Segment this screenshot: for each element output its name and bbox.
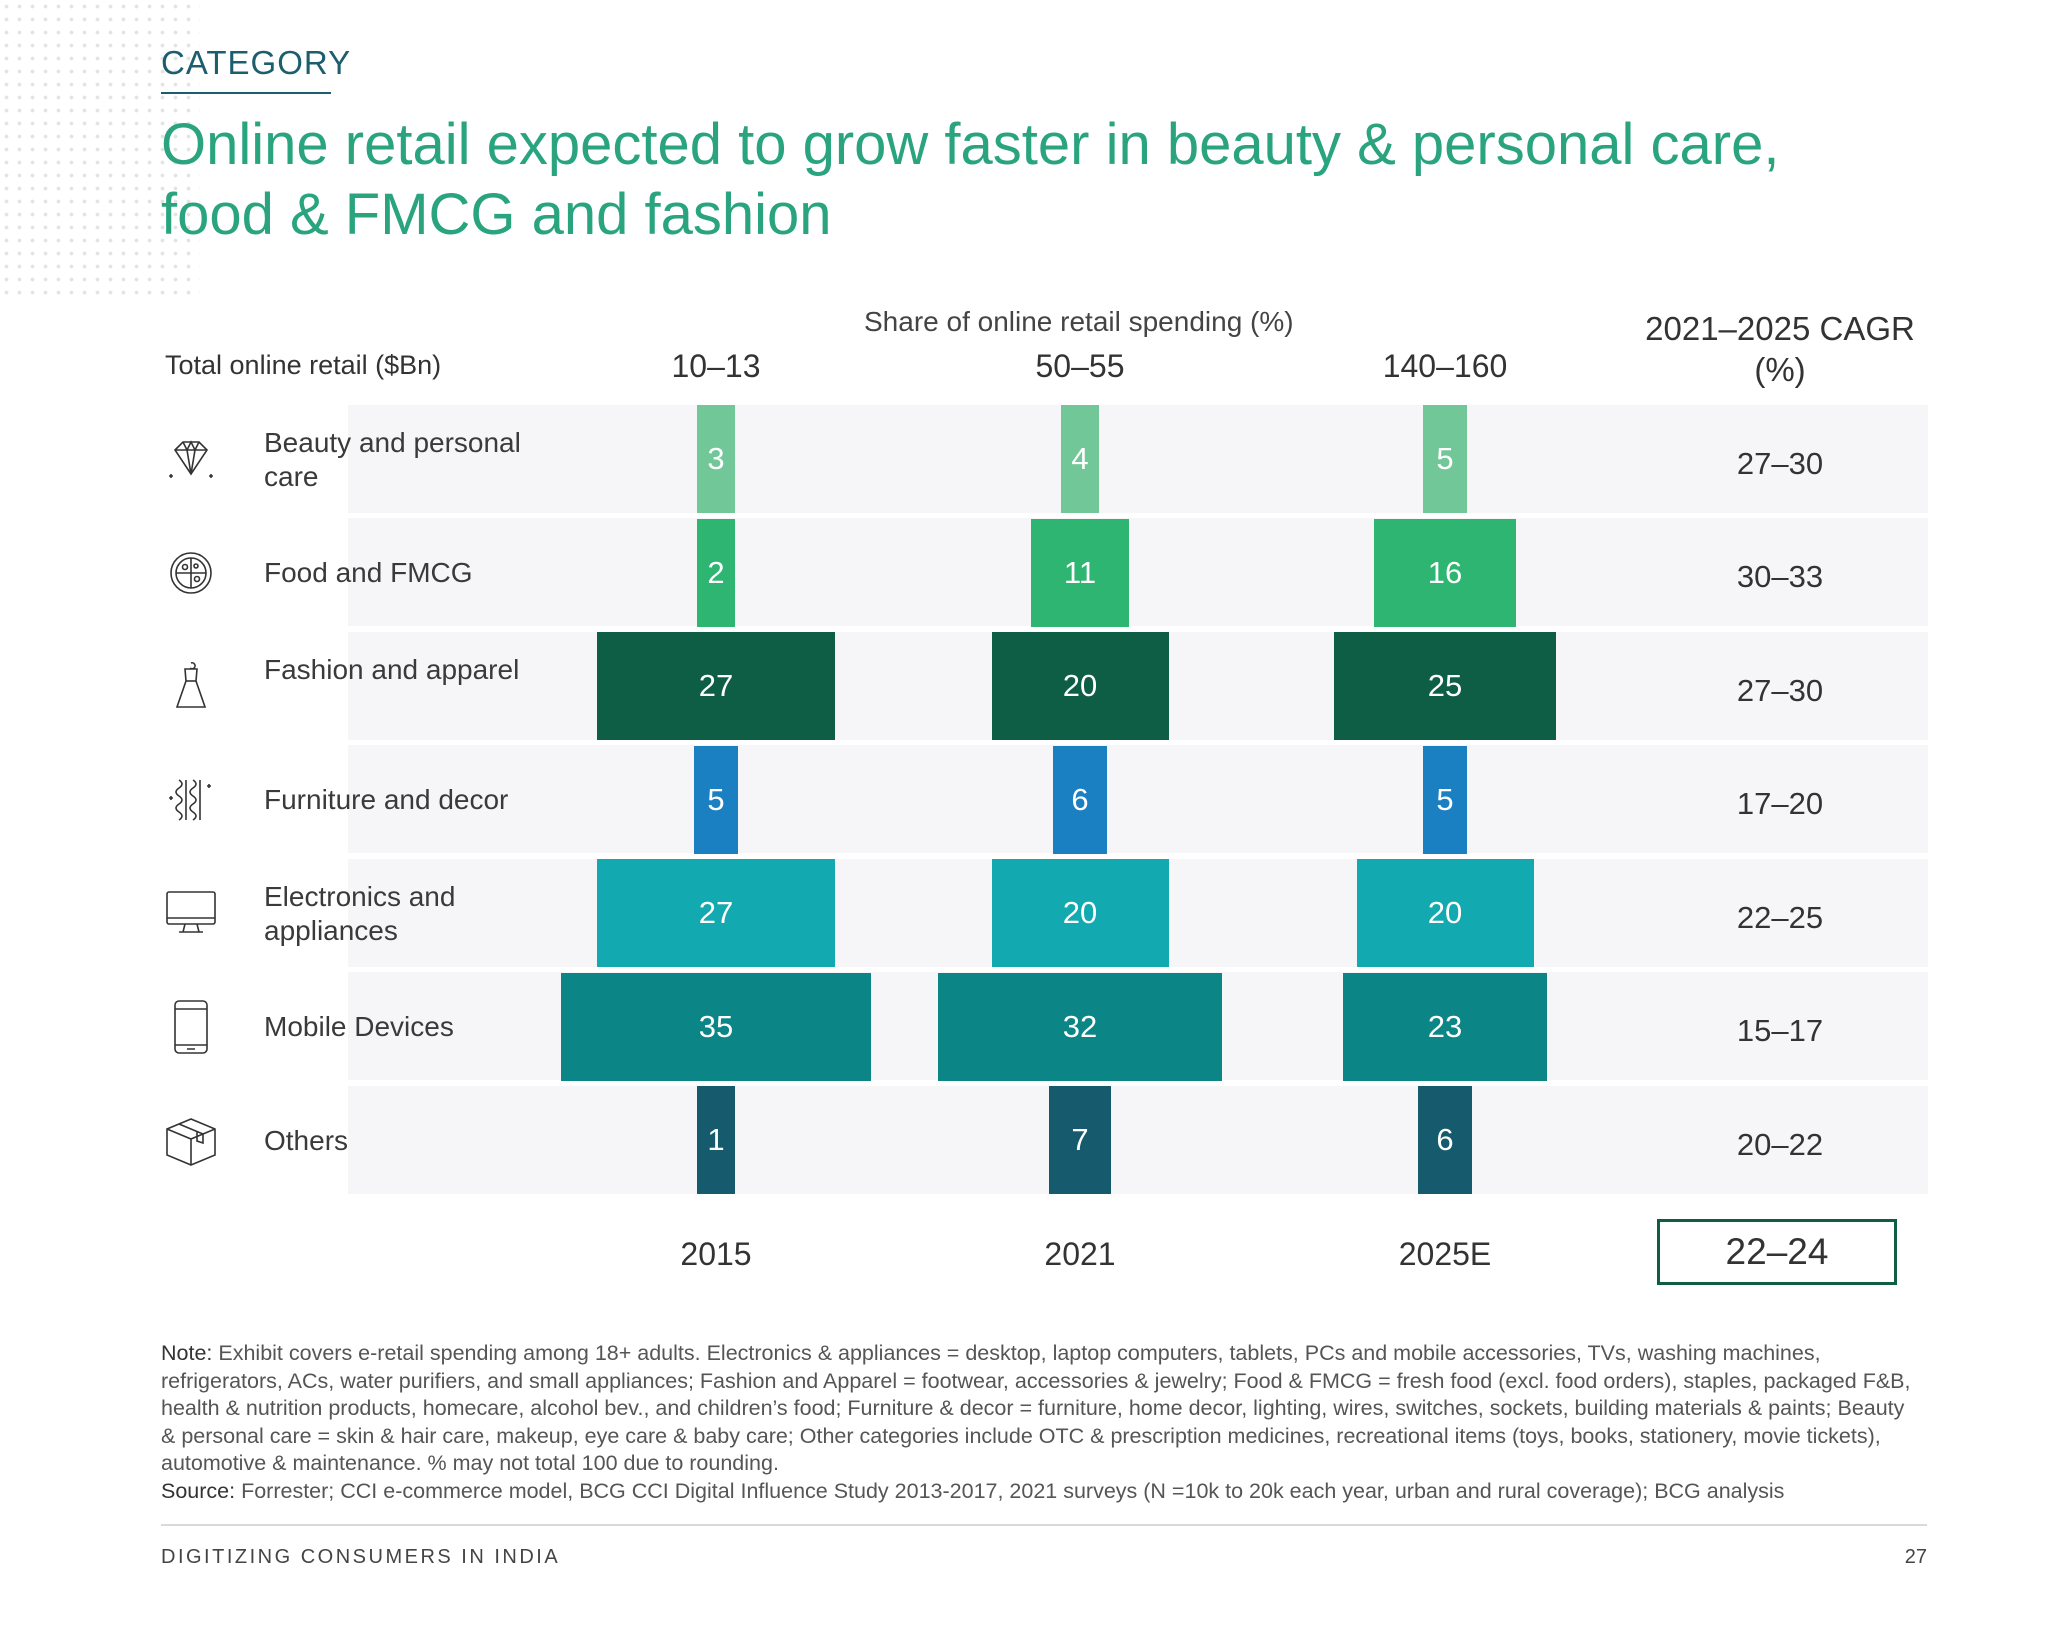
row-band xyxy=(348,405,1928,513)
share-bar: 3 xyxy=(697,405,735,513)
page-title: Online retail expected to grow faster in… xyxy=(161,112,1780,247)
category-label-electronics: Electronics and appliances xyxy=(264,881,456,946)
share-bar: 27 xyxy=(596,859,836,967)
category-label-others: Others xyxy=(264,1125,349,1156)
category-label-mobile: Mobile Devices xyxy=(264,1011,454,1042)
page-number: 27 xyxy=(1904,1546,1927,1568)
diamond-icon xyxy=(169,440,213,478)
total-2021: 50–55 xyxy=(1035,348,1125,384)
share-bar: 20 xyxy=(991,632,1169,740)
share-bar: 16 xyxy=(1374,518,1516,627)
dress-icon xyxy=(175,662,207,708)
share-bar: 27 xyxy=(596,632,836,740)
chart-subtitle: Share of online retail spending (%) xyxy=(864,306,1294,337)
share-bar: 5 xyxy=(1422,745,1468,854)
cagr-food: 30–33 xyxy=(1736,559,1824,594)
share-bar: 5 xyxy=(693,745,739,854)
box-icon xyxy=(166,1118,216,1166)
share-bar: 1 xyxy=(697,1086,735,1194)
share-bar: 6 xyxy=(1053,745,1107,854)
category-label-beauty: Beauty and personal care xyxy=(264,427,521,492)
source-label: Source: xyxy=(161,1478,236,1503)
lamp-icon xyxy=(169,779,211,821)
cagr-others: 20–22 xyxy=(1736,1127,1824,1162)
share-bar: 5 xyxy=(1422,405,1468,513)
total-2015: 10–13 xyxy=(671,348,761,384)
cagr-mobile: 15–17 xyxy=(1736,1013,1824,1048)
cagr-header: 2021–2025 CAGR (%) xyxy=(1645,310,1915,388)
year-label-2025e: 2025E xyxy=(1398,1236,1492,1272)
share-bar: 25 xyxy=(1334,632,1556,740)
note-label: Note: xyxy=(161,1341,213,1365)
share-bar: 4 xyxy=(1061,405,1099,513)
footer-publication: DIGITIZING CONSUMERS IN INDIA xyxy=(161,1546,561,1568)
share-bar: 6 xyxy=(1418,1086,1472,1194)
share-bar: 20 xyxy=(991,859,1169,967)
category-underline xyxy=(161,92,331,94)
cagr-electronics: 22–25 xyxy=(1736,900,1824,935)
year-label-2015: 2015 xyxy=(680,1236,752,1272)
cagr-beauty: 27–30 xyxy=(1736,446,1824,481)
total-2025e: 140–160 xyxy=(1382,348,1508,384)
category-label: CATEGORY xyxy=(161,44,352,81)
source-text: Forrester; CCI e-commerce model, BCG CCI… xyxy=(241,1478,1785,1503)
share-bar: 20 xyxy=(1356,859,1534,967)
total-cagr-box: 22–24 xyxy=(1657,1219,1897,1285)
phone-icon xyxy=(174,1000,208,1054)
footnote: Note: Exhibit covers e-retail spending a… xyxy=(161,1340,1921,1505)
footer-divider xyxy=(161,1524,1927,1526)
total-online-retail-label: Total online retail ($Bn) xyxy=(165,350,442,380)
monitor-icon xyxy=(166,891,216,933)
note-text: Exhibit covers e-retail spending among 1… xyxy=(161,1341,1911,1475)
dot-pattern-decoration xyxy=(0,0,200,300)
category-label-food: Food and FMCG xyxy=(264,557,473,588)
row-band xyxy=(348,518,1928,626)
share-bar: 2 xyxy=(697,518,735,627)
cagr-furniture: 17–20 xyxy=(1736,786,1824,821)
share-bar: 11 xyxy=(1031,518,1129,627)
row-band xyxy=(348,1086,1928,1194)
pizza-icon xyxy=(170,552,212,594)
category-label-fashion: Fashion and apparel xyxy=(264,654,520,685)
share-bar: 7 xyxy=(1049,1086,1111,1194)
row-band xyxy=(348,745,1928,853)
category-label-furniture: Furniture and decor xyxy=(264,784,509,815)
share-bar: 23 xyxy=(1343,972,1547,1081)
year-label-2021: 2021 xyxy=(1044,1236,1116,1272)
share-bar: 32 xyxy=(938,972,1222,1081)
share-bar: 35 xyxy=(561,972,871,1081)
cagr-fashion: 27–30 xyxy=(1736,673,1824,708)
